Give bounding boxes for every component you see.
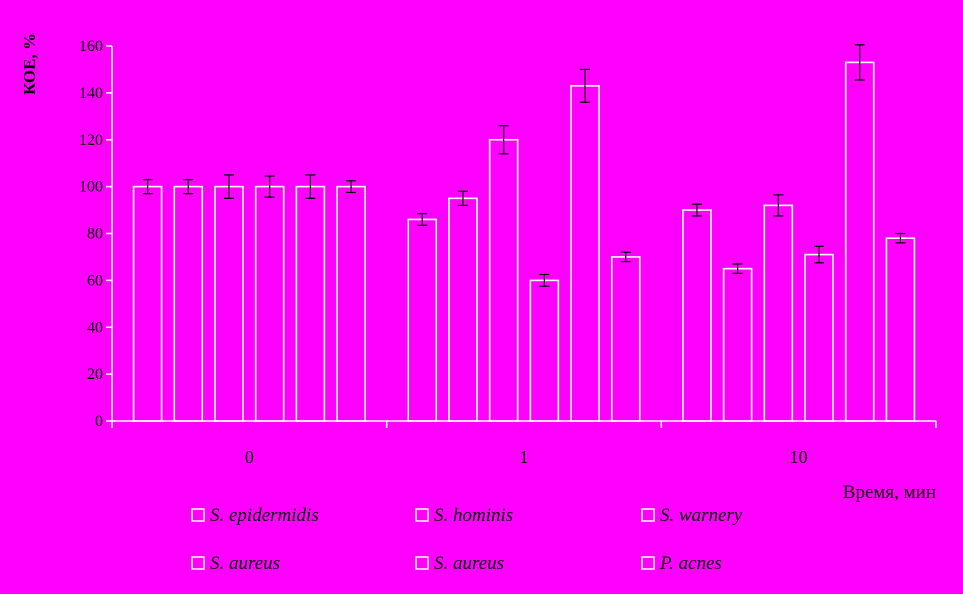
error-bar <box>223 174 234 199</box>
error-bar <box>539 273 550 287</box>
y-tick-label: 60 <box>87 272 103 289</box>
legend-label: S. hominis <box>434 505 513 526</box>
bar <box>763 204 794 422</box>
error-bar <box>895 232 906 244</box>
x-tick-label: 10 <box>790 447 808 467</box>
error-bar <box>580 68 591 103</box>
y-tick-label: 80 <box>87 226 103 243</box>
error-bar <box>498 125 509 155</box>
legend-label: S. aureus <box>434 553 504 574</box>
bar <box>336 185 366 422</box>
y-tick-label: 20 <box>87 366 103 383</box>
bar <box>214 185 244 422</box>
error-bar <box>264 175 275 198</box>
error-bar <box>620 251 631 263</box>
error-bar <box>417 212 428 226</box>
error-bar <box>732 263 743 274</box>
bar <box>254 185 285 422</box>
bar <box>295 185 326 422</box>
bar <box>570 85 600 422</box>
legend-label: S. warnery <box>660 505 743 526</box>
y-tick-label: 0 <box>95 413 103 430</box>
y-tick-label: 160 <box>79 38 103 55</box>
bar <box>529 279 560 422</box>
legend-item: S. aureus <box>415 553 504 574</box>
bar <box>804 253 834 422</box>
legend-label: P. acnes <box>659 553 722 574</box>
y-tick-label: 100 <box>79 179 103 196</box>
bar <box>448 197 478 422</box>
y-tick-label: 40 <box>87 319 103 336</box>
legend-item: S. aureus <box>191 553 280 574</box>
y-tick-label: 140 <box>79 85 103 102</box>
error-bar <box>142 178 153 195</box>
error-bar <box>305 174 316 199</box>
legend-swatch <box>191 508 205 522</box>
y-tick-label: 120 <box>79 132 103 149</box>
bar <box>682 209 712 422</box>
bar <box>844 61 875 422</box>
bar <box>885 237 916 422</box>
legend-swatch <box>641 556 655 570</box>
x-axis-title: Время, мин <box>843 482 936 503</box>
error-bar <box>183 178 194 195</box>
legend-item: S. epidermidis <box>191 505 319 526</box>
legend-item: S. warnery <box>641 505 743 526</box>
error-bar <box>773 194 784 217</box>
error-bar <box>457 190 468 206</box>
bar <box>173 185 204 422</box>
legend-label: S. aureus <box>210 553 280 574</box>
x-tick-label: 1 <box>520 447 529 467</box>
bar <box>610 256 641 422</box>
bars-layer <box>132 44 916 422</box>
error-bar <box>691 203 702 217</box>
bar <box>722 267 753 422</box>
bar <box>132 185 163 422</box>
labels-layer: 0 20 40 60 80 100 120 140 160 0 1 10 <box>79 38 808 467</box>
legend-swatch <box>415 508 429 522</box>
legend-swatch <box>415 556 429 570</box>
y-axis-title: КОЕ, % <box>20 33 39 95</box>
bar <box>488 138 519 422</box>
error-bar <box>854 44 865 81</box>
legend-swatch <box>191 556 205 570</box>
legend-label: S. epidermidis <box>210 505 319 526</box>
error-bar <box>814 245 825 264</box>
error-bar <box>346 180 357 194</box>
bar <box>407 218 438 422</box>
x-tick-label: 0 <box>245 447 254 467</box>
legend-item: P. acnes <box>641 553 722 574</box>
legend: S. epidermidis S. hominis S. warnery S. aur… <box>191 505 743 574</box>
legend-swatch <box>641 508 655 522</box>
axes-layer <box>106 45 937 428</box>
legend-item: S. hominis <box>415 505 513 526</box>
